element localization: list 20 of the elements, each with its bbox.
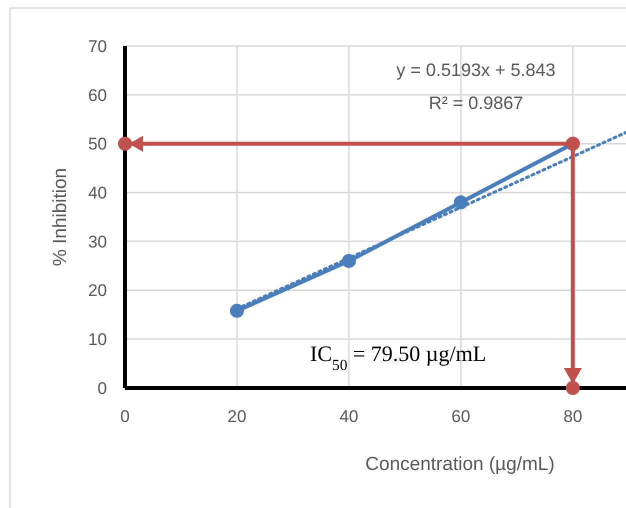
y-tick-label: 30 (88, 232, 107, 252)
x-tick-label: 20 (227, 407, 246, 426)
x-tick-label: 40 (339, 407, 358, 426)
y-tick-label: 70 (88, 36, 107, 56)
annotation: y = 0.5193x + 5.843 (396, 60, 556, 80)
x-tick-label: 0 (120, 407, 130, 426)
x-tick-label: 80 (563, 407, 582, 426)
x-tick-label: 60 (451, 407, 470, 426)
y-tick-label: 10 (88, 330, 107, 350)
y-tick-label: 40 (88, 184, 107, 203)
annotation: IC$_{50}$ = 79.50 µg/mL (310, 341, 486, 374)
y-tick-label: 60 (88, 86, 107, 105)
y-tick-label: 50 (88, 134, 107, 154)
y-tick-label: 0 (98, 378, 107, 398)
y-tick-label: 20 (88, 281, 107, 300)
annotation: R² = 0.9867 (428, 93, 524, 113)
point (118, 136, 132, 151)
x-axis-title: Concentration (µg/mL) (365, 454, 555, 475)
point (566, 381, 580, 395)
y-axis-title: % Inhibition (50, 168, 71, 266)
